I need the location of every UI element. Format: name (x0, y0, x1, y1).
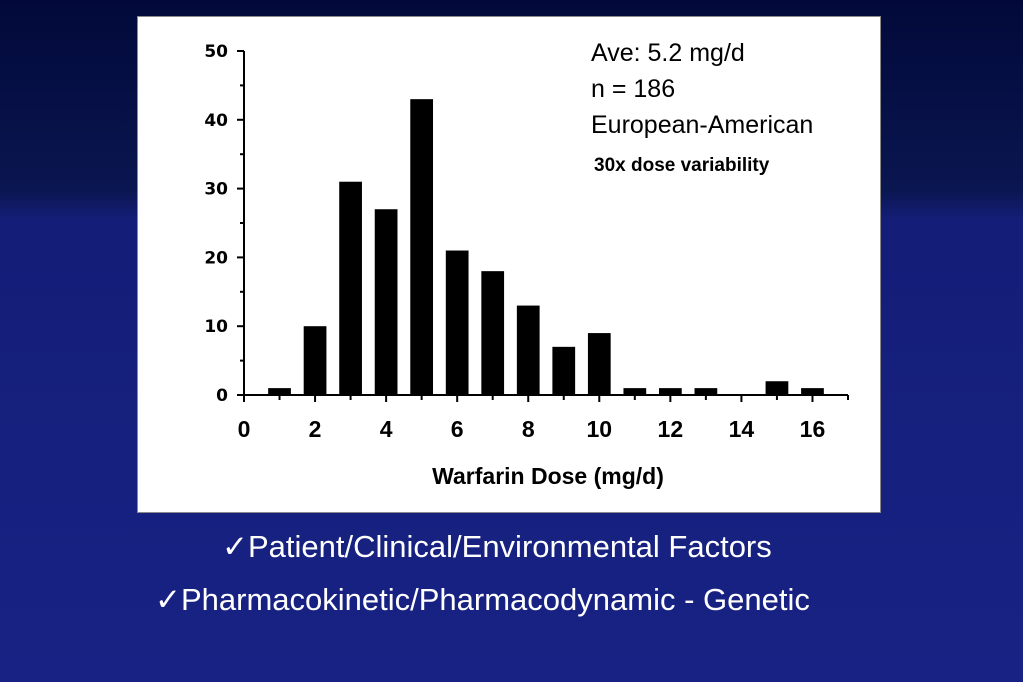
annotation-sample-size: n = 186 (591, 75, 676, 103)
x-tick-label: 16 (800, 416, 826, 442)
bullet-text: Pharmacokinetic/Pharmacodynamic - Geneti… (180, 582, 810, 617)
y-tick-label: 50 (204, 42, 228, 62)
histogram-bar (339, 181, 362, 395)
chart-panel: 0 10 20 30 40 50 0 2 4 6 8 10 12 14 16 Warfarin Dose … (137, 16, 881, 513)
x-tick-label: 2 (309, 416, 322, 442)
histogram-bar (374, 209, 398, 395)
histogram-bar (765, 381, 789, 395)
histogram-bar (445, 250, 469, 395)
histogram-bar (587, 333, 611, 395)
x-tick-label: 8 (522, 416, 535, 442)
x-tick-label: 14 (729, 416, 755, 442)
histogram-bar (623, 388, 647, 395)
histogram-bar (268, 388, 291, 395)
bullet-item-genetic: ✓Pharmacokinetic/Pharmacodynamic - Genet… (155, 582, 810, 618)
histogram-bar (516, 305, 540, 395)
y-tick-label: 30 (204, 180, 228, 200)
annotation-average: Ave: 5.2 mg/d (591, 39, 745, 67)
histogram-bar (801, 388, 824, 395)
checkmark-icon: ✓ (222, 529, 248, 564)
annotation-variability: 30x dose variability (594, 155, 770, 176)
y-tick-label: 10 (204, 317, 228, 337)
annotation-population: European-American (591, 111, 814, 139)
y-tick-label: 40 (204, 111, 228, 131)
x-axis: 0 2 4 6 8 10 12 14 16 (238, 394, 849, 442)
y-tick-label: 0 (216, 386, 228, 406)
x-tick-label: 12 (658, 416, 684, 442)
y-axis: 0 10 20 30 40 50 (204, 42, 245, 406)
x-axis-label: Warfarin Dose (mg/d) (432, 463, 664, 489)
histogram-bar (410, 99, 434, 395)
checkmark-icon: ✓ (155, 582, 181, 617)
histogram-bar (552, 346, 576, 395)
bullet-item-factors: ✓Patient/Clinical/Environmental Factors (222, 529, 772, 565)
bullet-text: Patient/Clinical/Environmental Factors (247, 529, 772, 564)
histogram-bar (481, 271, 505, 395)
y-tick-label: 20 (204, 248, 228, 268)
histogram-bar (658, 388, 682, 395)
x-tick-label: 4 (380, 416, 393, 442)
x-tick-label: 0 (238, 416, 251, 442)
bars (268, 99, 824, 395)
histogram-bar (303, 326, 327, 395)
x-tick-label: 6 (451, 416, 464, 442)
histogram-chart: 0 10 20 30 40 50 0 2 4 6 8 10 12 14 16 Warfarin Dose … (204, 42, 849, 489)
x-tick-label: 10 (586, 416, 612, 442)
histogram-bar (694, 388, 718, 395)
